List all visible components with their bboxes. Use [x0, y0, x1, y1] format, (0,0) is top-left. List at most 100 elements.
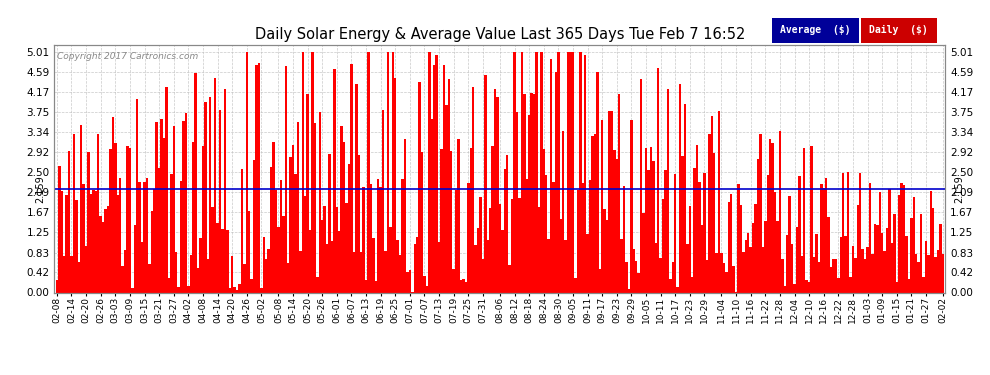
Bar — [781, 259, 783, 292]
Bar — [547, 239, 549, 292]
Bar — [940, 224, 941, 292]
Bar — [155, 122, 158, 292]
Bar — [219, 110, 221, 292]
Bar — [635, 261, 638, 292]
Bar — [838, 278, 840, 292]
Bar — [431, 119, 433, 292]
Bar — [881, 232, 883, 292]
Bar — [903, 185, 905, 292]
Bar — [754, 204, 756, 292]
Bar — [248, 210, 250, 292]
Bar — [304, 196, 307, 292]
Bar — [491, 146, 494, 292]
Bar — [467, 183, 469, 292]
Bar — [129, 148, 131, 292]
Bar — [509, 265, 511, 292]
Bar — [262, 237, 265, 292]
Bar — [387, 52, 389, 292]
Bar — [260, 288, 262, 292]
Bar — [514, 52, 516, 292]
Bar — [920, 214, 923, 292]
Bar — [664, 170, 666, 292]
Bar — [830, 267, 833, 292]
Bar — [586, 234, 589, 292]
Bar — [825, 178, 828, 292]
Bar — [486, 240, 489, 292]
Bar — [252, 160, 255, 292]
Bar — [482, 259, 484, 292]
Bar — [801, 256, 803, 292]
Bar — [275, 190, 277, 292]
Bar — [279, 180, 282, 292]
Bar — [554, 72, 557, 292]
Bar — [567, 52, 569, 292]
Bar — [267, 249, 270, 292]
Bar — [236, 290, 239, 292]
Bar — [581, 183, 584, 292]
Bar — [659, 258, 662, 292]
Bar — [596, 72, 599, 292]
Bar — [372, 238, 374, 292]
Bar — [701, 225, 703, 292]
Bar — [584, 55, 586, 292]
Bar — [572, 52, 574, 292]
Bar — [257, 63, 260, 292]
Bar — [277, 227, 279, 292]
Bar — [131, 288, 134, 292]
Bar — [199, 238, 202, 292]
Bar — [187, 286, 189, 292]
Bar — [443, 65, 446, 292]
Bar — [698, 182, 701, 292]
Bar — [172, 126, 175, 292]
Bar — [119, 178, 122, 292]
Bar — [182, 121, 185, 292]
Bar — [346, 203, 347, 292]
Bar — [270, 166, 272, 292]
Bar — [721, 252, 723, 292]
Bar — [379, 187, 382, 292]
Bar — [779, 131, 781, 292]
Bar — [197, 268, 199, 292]
Bar — [177, 287, 180, 292]
Bar — [60, 191, 63, 292]
Bar — [70, 256, 72, 292]
Bar — [162, 138, 165, 292]
Bar — [713, 153, 716, 292]
Bar — [654, 243, 657, 292]
Bar — [918, 262, 920, 292]
Bar — [75, 200, 77, 292]
Bar — [250, 279, 252, 292]
Bar — [711, 116, 713, 292]
Bar — [621, 239, 623, 292]
Bar — [350, 64, 352, 292]
Bar — [241, 170, 244, 292]
Bar — [109, 148, 112, 292]
Bar — [158, 168, 160, 292]
Bar — [623, 186, 626, 292]
Bar — [63, 256, 65, 292]
Bar — [552, 182, 554, 292]
Bar — [239, 284, 241, 292]
Bar — [728, 201, 730, 292]
Bar — [628, 289, 631, 292]
Bar — [316, 277, 319, 292]
Bar — [764, 221, 766, 292]
Bar — [85, 246, 87, 292]
Bar — [774, 192, 776, 292]
Bar — [652, 161, 654, 292]
Bar — [426, 286, 428, 292]
Bar — [331, 240, 334, 292]
Bar — [102, 222, 104, 292]
Bar — [214, 78, 217, 292]
Bar — [265, 259, 267, 292]
Bar — [82, 184, 85, 292]
Bar — [355, 84, 357, 292]
Bar — [396, 240, 399, 292]
Bar — [428, 52, 431, 292]
Bar — [766, 175, 769, 292]
Bar — [756, 159, 759, 292]
Bar — [752, 223, 754, 292]
Bar — [564, 240, 567, 292]
Bar — [521, 52, 523, 292]
Bar — [112, 117, 114, 292]
